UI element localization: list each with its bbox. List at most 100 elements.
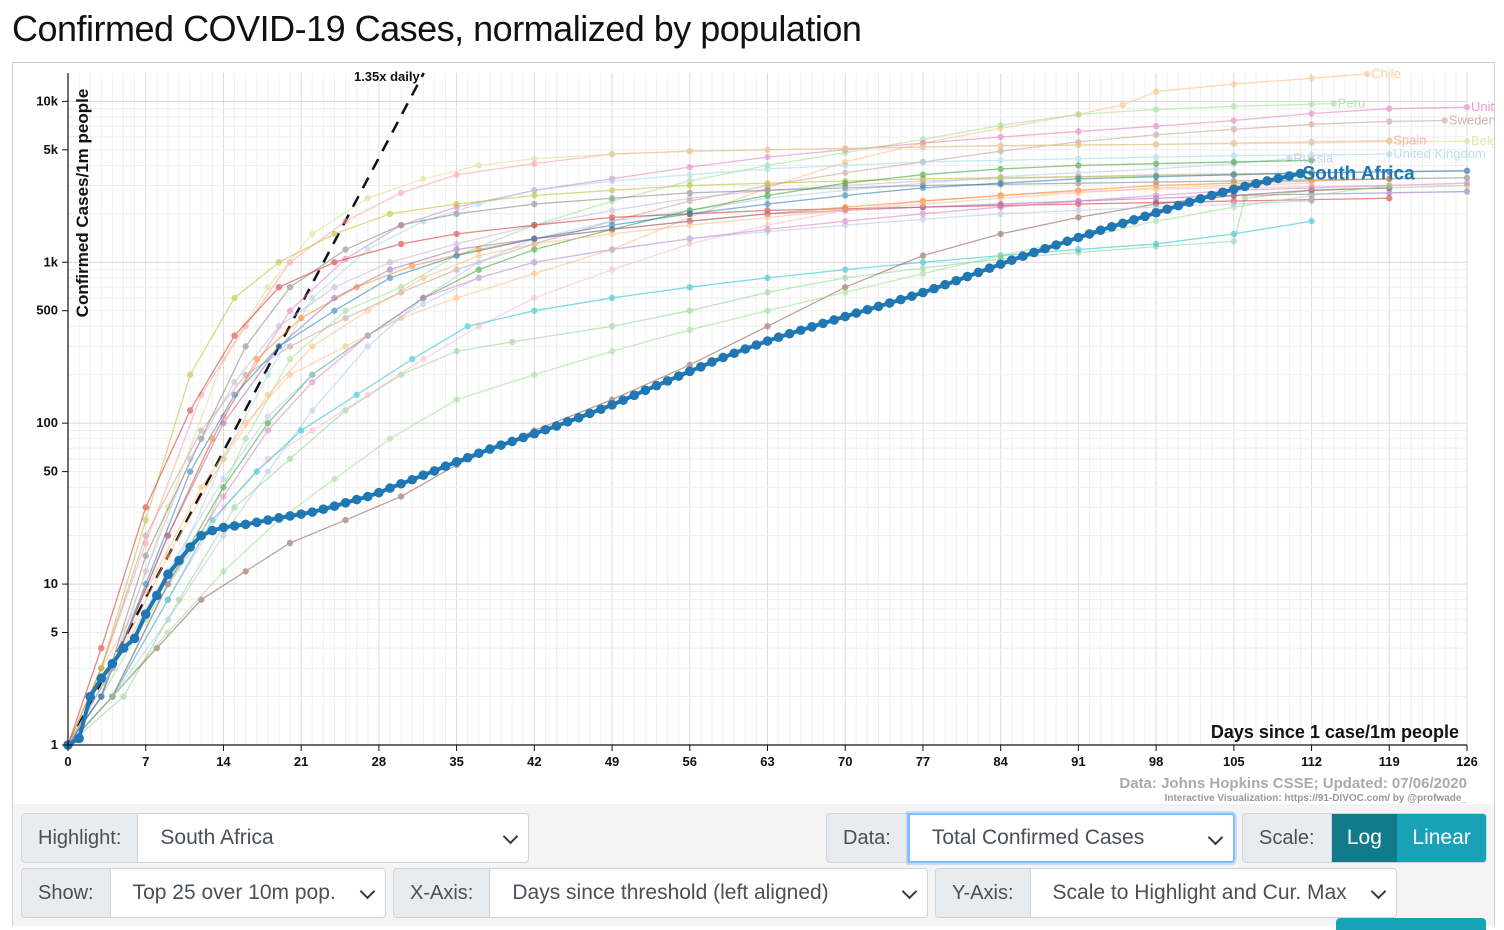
series-point — [331, 230, 338, 238]
partial-button[interactable] — [1336, 918, 1486, 930]
highlight-label: Highlight: — [22, 814, 139, 862]
series-point — [1230, 200, 1238, 208]
series-point — [231, 294, 238, 302]
highlight-point — [140, 609, 151, 619]
series-point — [231, 391, 238, 399]
series-point — [1463, 138, 1471, 145]
data-label: Data: — [826, 813, 908, 863]
highlight-point — [74, 733, 84, 744]
series-point — [842, 221, 849, 229]
series-point — [397, 493, 405, 500]
x-tick-label: 63 — [760, 754, 774, 769]
series-point — [842, 145, 849, 152]
series-point — [997, 210, 1004, 218]
highlight-point — [1151, 207, 1161, 218]
series-point — [919, 270, 927, 277]
xaxis-select[interactable]: Days since threshold (left aligned) — [490, 869, 927, 917]
series-point — [764, 214, 771, 221]
series-point — [453, 200, 460, 208]
highlight-point — [440, 461, 451, 472]
highlight-point — [1195, 193, 1206, 204]
yaxis-select[interactable]: Scale to Highlight and Cur. Max — [1031, 869, 1396, 917]
series-point — [764, 165, 771, 173]
series-point — [264, 419, 272, 427]
series-point — [531, 307, 538, 314]
series-point — [286, 455, 294, 463]
highlight-point — [1129, 215, 1139, 225]
scale-linear-button[interactable]: Linear — [1397, 814, 1486, 862]
scale-log-button[interactable]: Log — [1331, 814, 1398, 862]
series-point — [1075, 175, 1082, 183]
highlight-point — [340, 497, 351, 508]
series-point — [764, 289, 771, 296]
series-point — [309, 371, 316, 378]
series-point — [186, 455, 194, 463]
series-point — [531, 160, 538, 167]
highlight-point — [396, 478, 406, 489]
series-point — [686, 177, 693, 185]
series-point — [764, 274, 771, 282]
series-point — [231, 332, 238, 339]
series-point — [1075, 246, 1082, 253]
series-point — [1075, 162, 1082, 169]
series-point — [1386, 168, 1393, 175]
series-point — [453, 210, 460, 218]
series-point — [1230, 158, 1238, 166]
highlight-select[interactable]: South Africa — [138, 814, 528, 862]
series-point — [475, 274, 483, 282]
x-tick-label: 7 — [142, 754, 149, 769]
series-point — [331, 283, 338, 291]
series-point — [275, 323, 283, 330]
series-point — [198, 427, 205, 434]
series-point — [608, 294, 616, 302]
series-point — [919, 210, 927, 218]
series-point — [264, 427, 272, 434]
series-point — [164, 629, 172, 636]
highlight-point — [662, 376, 673, 386]
highlight-point — [618, 395, 628, 405]
show-select[interactable]: Top 25 over 10m pop. — [111, 869, 385, 917]
data-select[interactable]: Total Confirmed Cases — [907, 813, 1235, 863]
series-layer — [64, 70, 1471, 749]
series-point — [142, 580, 149, 588]
highlight-point — [296, 509, 306, 519]
series-point — [242, 343, 249, 350]
x-tick-label: 21 — [294, 754, 308, 769]
series-point — [120, 693, 127, 700]
series-point — [420, 300, 427, 308]
y-tick-label: 10k — [36, 93, 58, 108]
highlight-point — [529, 428, 540, 439]
series-point — [275, 283, 283, 291]
series-point — [142, 568, 149, 575]
series-point — [453, 240, 460, 248]
series-point — [264, 371, 272, 378]
highlight-point — [640, 385, 651, 396]
series-point — [386, 259, 394, 266]
chevron-down-icon — [502, 828, 519, 845]
chart-frame: 1.35x daily Chile Peru United StatesSweden… — [12, 62, 1495, 806]
series-point — [1075, 207, 1082, 214]
series-point — [364, 246, 371, 253]
series-point — [1152, 173, 1160, 180]
highlight-point — [418, 470, 429, 480]
series-point — [198, 435, 205, 442]
series-point — [253, 468, 260, 475]
series-point — [1463, 174, 1471, 181]
scale-label: Scale: — [1243, 814, 1332, 862]
x-tick-label: 105 — [1223, 754, 1245, 769]
series-line — [67, 73, 1368, 746]
series-point — [397, 221, 405, 229]
series-point — [686, 283, 693, 291]
highlight-point — [751, 340, 762, 350]
series-point — [1075, 197, 1082, 205]
series-point — [364, 307, 371, 314]
series-point — [342, 217, 349, 225]
yaxis-label: Y-Axis: — [936, 869, 1031, 917]
series-point — [997, 230, 1004, 238]
series-point — [508, 338, 516, 346]
series-line — [67, 184, 1390, 746]
series-point — [531, 192, 538, 199]
series-point — [919, 171, 927, 178]
series-point — [608, 348, 616, 355]
highlight-point — [307, 507, 318, 517]
